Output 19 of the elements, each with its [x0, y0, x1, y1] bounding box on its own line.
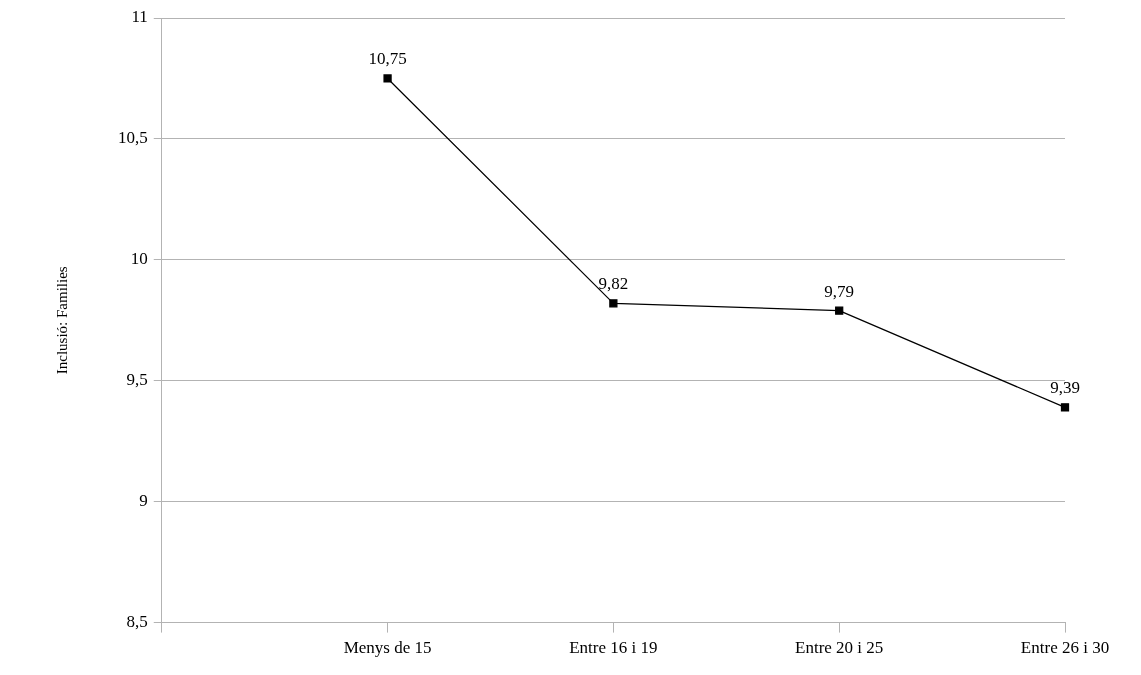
data-label: 9,39	[1050, 378, 1080, 398]
y-tick-label: 8,5	[126, 612, 148, 632]
point	[383, 74, 392, 83]
x-tick-label: Entre 16 i 19	[569, 638, 658, 658]
point	[1060, 403, 1070, 412]
y-tick-label: 9	[139, 491, 148, 511]
y-axis-title: Inclusió: Families	[53, 266, 70, 375]
y-tick-label: 11	[131, 7, 148, 27]
y-tick-label: 10,5	[118, 128, 148, 148]
x-tick-label: Menys de 15	[343, 638, 432, 658]
data-label: 10,75	[368, 49, 407, 69]
y-tick-label: 9,5	[126, 370, 148, 390]
y-tick-label: 10	[130, 249, 148, 269]
point	[835, 306, 844, 315]
x-tick-label: Entre 20 i 25	[795, 638, 884, 658]
x-tick-label: Entre 26 i 30	[1020, 638, 1110, 658]
point	[609, 299, 618, 308]
data-label: 9,79	[824, 281, 855, 301]
data-label: 9,82	[598, 274, 629, 294]
